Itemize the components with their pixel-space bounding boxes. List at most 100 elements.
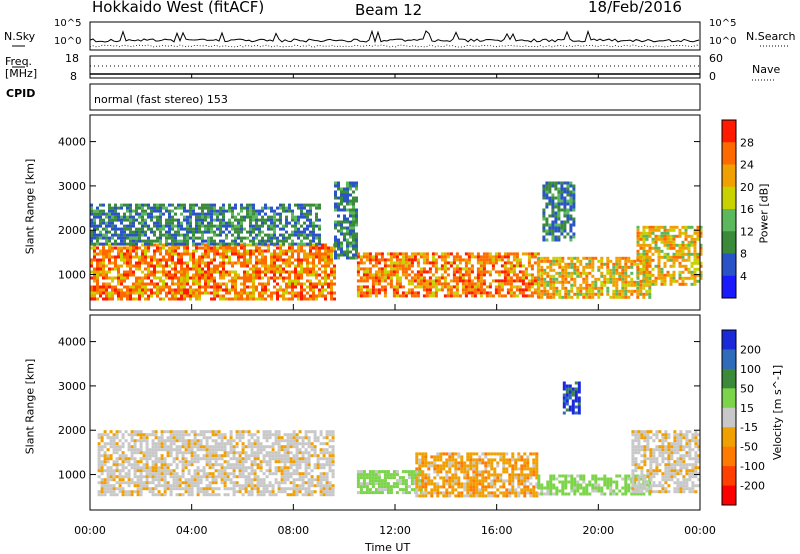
data-cell xyxy=(174,273,177,277)
data-cell xyxy=(184,430,188,434)
data-cell xyxy=(555,292,559,296)
data-cell xyxy=(285,249,288,253)
data-cell xyxy=(395,282,399,286)
data-cell xyxy=(313,466,317,470)
data-cell xyxy=(159,264,162,268)
data-cell xyxy=(312,236,315,240)
data-cell xyxy=(99,252,102,256)
data-cell xyxy=(109,490,113,494)
data-cell xyxy=(111,288,114,292)
data-cell xyxy=(270,215,273,219)
data-cell xyxy=(255,212,258,216)
data-cell xyxy=(253,442,257,446)
data-cell xyxy=(563,226,567,230)
data-cell xyxy=(537,280,541,284)
data-cell xyxy=(204,249,207,253)
data-cell xyxy=(678,249,682,253)
data-cell xyxy=(407,485,411,489)
data-cell xyxy=(572,220,576,224)
data-cell xyxy=(398,276,402,280)
data-cell xyxy=(554,223,558,227)
data-cell xyxy=(476,282,480,286)
data-cell xyxy=(121,454,125,458)
data-cell xyxy=(648,282,652,286)
data-cell xyxy=(549,295,553,299)
data-cell xyxy=(189,218,192,222)
data-cell xyxy=(244,490,248,494)
data-cell xyxy=(322,478,326,482)
data-cell xyxy=(542,223,546,227)
data-cell xyxy=(349,187,352,191)
data-cell xyxy=(223,466,227,470)
data-cell xyxy=(160,433,164,437)
data-cell xyxy=(261,255,264,259)
data-cell xyxy=(210,246,213,250)
data-cell xyxy=(174,297,177,301)
data-cell xyxy=(151,451,155,455)
data-cell xyxy=(184,460,188,464)
data-cell xyxy=(135,242,138,246)
data-cell xyxy=(100,448,104,452)
data-cell xyxy=(103,433,107,437)
data-cell xyxy=(297,282,300,286)
data-cell xyxy=(175,478,179,482)
data-cell xyxy=(261,264,264,268)
data-cell xyxy=(106,448,110,452)
data-cell xyxy=(530,279,534,283)
data-cell xyxy=(273,233,276,237)
data-cell xyxy=(234,206,237,210)
data-cell xyxy=(570,295,574,299)
data-cell xyxy=(276,246,279,250)
data-cell xyxy=(389,491,393,495)
data-cell xyxy=(204,255,207,259)
data-cell xyxy=(129,233,132,237)
data-cell xyxy=(285,258,288,262)
data-cell xyxy=(389,473,393,477)
data-cell xyxy=(609,280,613,284)
data-cell xyxy=(306,297,309,301)
data-cell xyxy=(515,288,519,292)
data-cell xyxy=(171,242,174,246)
data-cell xyxy=(205,463,209,467)
data-cell xyxy=(537,289,541,293)
data-cell xyxy=(274,454,278,458)
data-cell xyxy=(234,203,237,207)
data-cell xyxy=(126,218,129,222)
nsearch-label: N.Search xyxy=(746,30,796,43)
data-cell xyxy=(207,270,210,274)
data-cell xyxy=(237,258,240,262)
data-cell xyxy=(100,436,104,440)
data-cell xyxy=(687,255,691,259)
data-cell xyxy=(96,206,99,210)
data-cell xyxy=(546,280,550,284)
data-cell xyxy=(307,490,311,494)
data-cell xyxy=(135,239,138,243)
data-cell xyxy=(482,282,486,286)
data-cell xyxy=(380,482,384,486)
data-cell xyxy=(297,276,300,280)
data-cell xyxy=(258,224,261,228)
data-cell xyxy=(142,433,146,437)
data-cell xyxy=(222,273,225,277)
data-cell xyxy=(256,436,260,440)
data-cell xyxy=(102,282,105,286)
data-cell xyxy=(322,475,326,479)
data-cell xyxy=(177,203,180,207)
data-cell xyxy=(309,209,312,213)
data-cell xyxy=(473,291,477,295)
data-cell xyxy=(148,472,152,476)
data-cell xyxy=(252,267,255,271)
data-cell xyxy=(294,227,297,231)
data-cell xyxy=(265,490,269,494)
data-cell xyxy=(566,214,570,218)
data-cell xyxy=(216,249,219,253)
data-cell xyxy=(208,448,212,452)
data-cell xyxy=(356,491,360,495)
data-cell xyxy=(648,286,652,290)
data-cell xyxy=(142,475,146,479)
data-cell xyxy=(440,276,444,280)
data-cell xyxy=(482,264,486,268)
data-cell xyxy=(214,451,218,455)
data-cell xyxy=(591,268,595,272)
data-cell xyxy=(213,212,216,216)
